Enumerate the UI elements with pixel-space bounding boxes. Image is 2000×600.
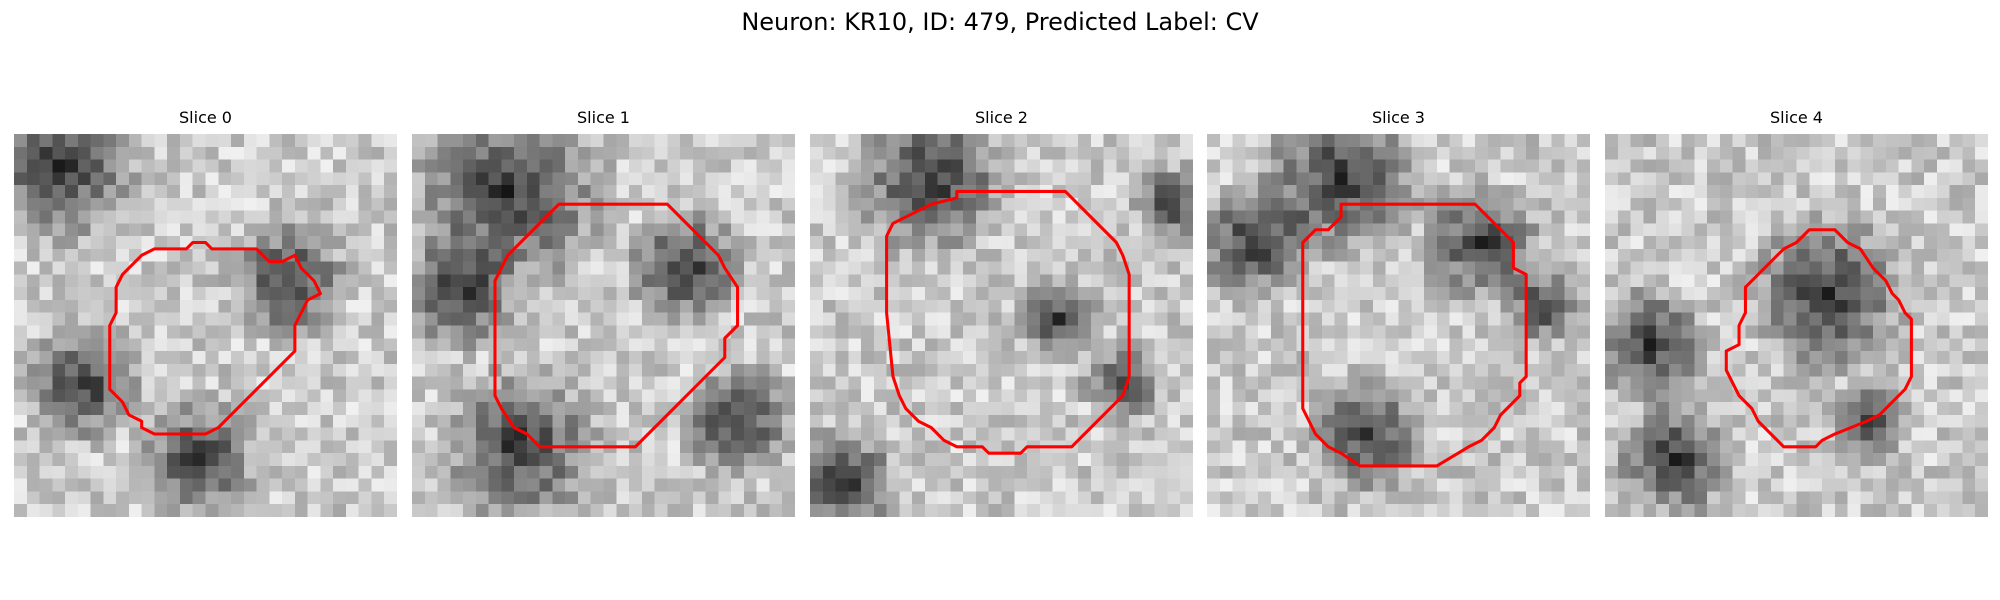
slice-image	[412, 134, 795, 517]
figure-title: Neuron: KR10, ID: 479, Predicted Label: …	[741, 8, 1259, 36]
pixel-grid	[1605, 134, 1988, 517]
slice-panel: Slice 2	[810, 0, 1193, 600]
slice-title: Slice 2	[975, 108, 1028, 127]
slice-image	[14, 134, 397, 517]
neuron-contour	[1724, 228, 1913, 449]
pixel-grid	[1207, 134, 1590, 517]
slice-title: Slice 1	[577, 108, 630, 127]
neuron-contour	[1301, 202, 1528, 468]
slice-panel: Slice 4	[1605, 0, 1988, 600]
pixel-grid	[14, 134, 397, 517]
slice-title: Slice 0	[179, 108, 232, 127]
slice-title: Slice 3	[1372, 108, 1425, 127]
slice-image	[1207, 134, 1590, 517]
neuron-contour	[885, 189, 1131, 455]
slice-image	[810, 134, 1193, 517]
neuron-contour	[108, 240, 322, 436]
slice-panel: Slice 3	[1207, 0, 1590, 600]
slice-panel: Slice 1	[412, 0, 795, 600]
pixel-grid	[810, 134, 1193, 517]
slice-title: Slice 4	[1770, 108, 1823, 127]
neuron-contour	[493, 202, 740, 449]
slice-panel: Slice 0	[14, 0, 397, 600]
slice-image	[1605, 134, 1988, 517]
